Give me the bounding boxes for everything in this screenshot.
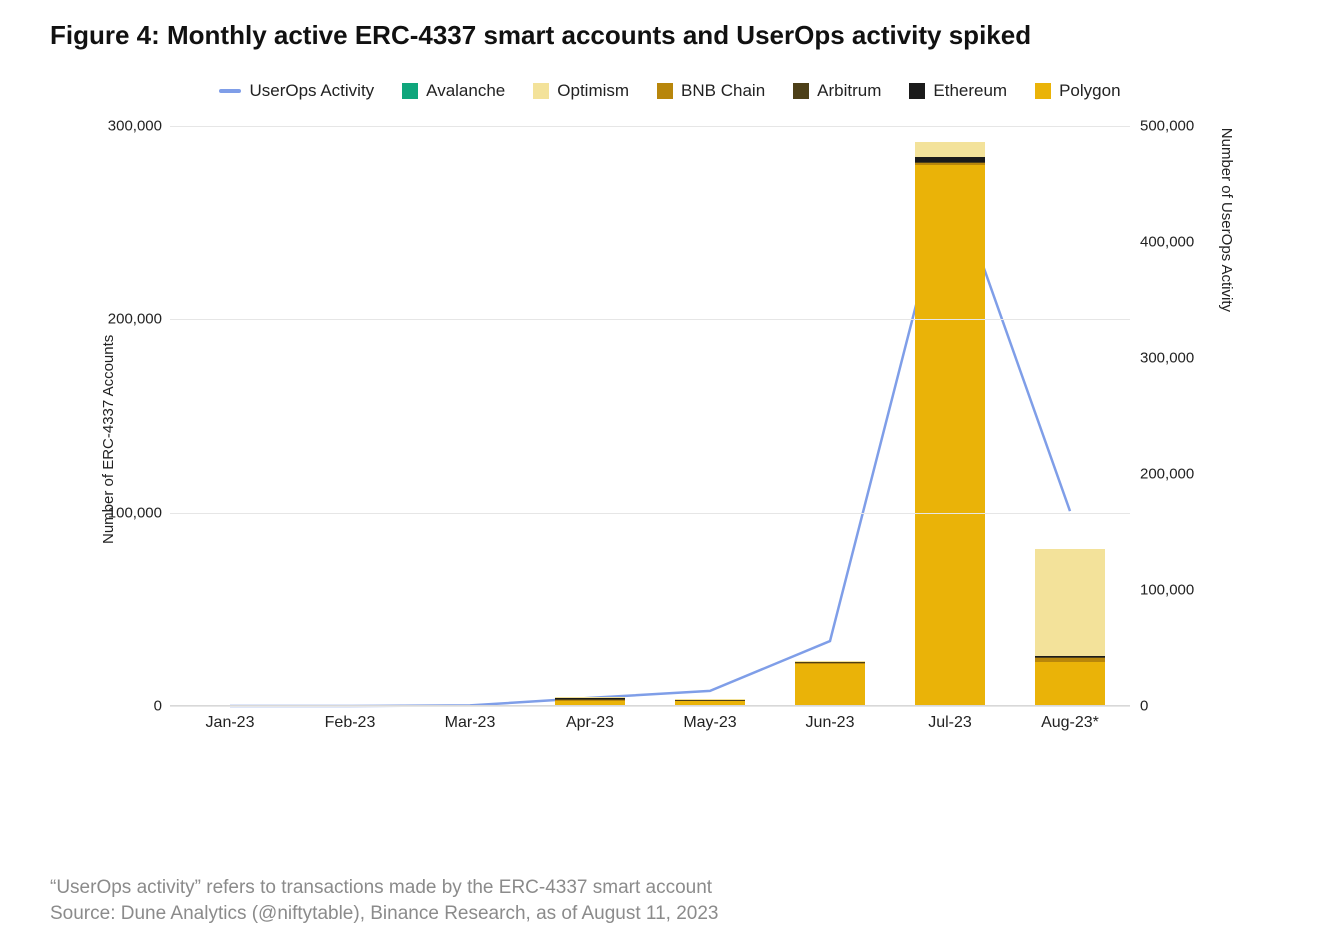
legend-label: Ethereum — [933, 81, 1007, 101]
y-tick-right: 100,000 — [1140, 582, 1220, 599]
page-root: Figure 4: Monthly active ERC-4337 smart … — [0, 0, 1320, 930]
legend-item-optimism: Optimism — [533, 81, 629, 101]
bar-segment-bnb — [915, 163, 985, 165]
footnote-line: “UserOps activity” refers to transaction… — [50, 875, 718, 902]
grid-line — [170, 706, 1130, 707]
bar-segment-arbitrum — [555, 699, 625, 700]
chart-legend: UserOps Activity Avalanche Optimism BNB Cha… — [110, 81, 1230, 101]
legend-label: Polygon — [1059, 81, 1120, 101]
chart-footnote: “UserOps activity” refers to transaction… — [50, 875, 718, 928]
legend-item-ethereum: Ethereum — [909, 81, 1007, 101]
y-axis-left-label: Number of ERC-4337 Accounts — [100, 334, 117, 543]
y-tick-right: 300,000 — [1140, 350, 1220, 367]
legend-item-avalanche: Avalanche — [402, 81, 505, 101]
legend-label: Avalanche — [426, 81, 505, 101]
bar-segment-arbitrum — [915, 162, 985, 163]
x-tick-label: Apr-23 — [566, 714, 614, 732]
legend-line-swatch — [219, 89, 241, 93]
legend-box-swatch — [1035, 83, 1051, 99]
bar-segment-arbitrum — [795, 662, 865, 663]
bar-segment-optimism — [675, 699, 745, 700]
x-tick-label: Feb-23 — [325, 714, 376, 732]
chart-title: Figure 4: Monthly active ERC-4337 smart … — [50, 20, 1270, 51]
footnote-line: Source: Dune Analytics (@niftytable), Bi… — [50, 901, 718, 928]
legend-box-swatch — [402, 83, 418, 99]
bar-segment-optimism — [1035, 549, 1105, 655]
legend-label: BNB Chain — [681, 81, 765, 101]
bar-segment-bnb — [555, 700, 625, 701]
x-tick-label: May-23 — [683, 714, 736, 732]
y-tick-right: 0 — [1140, 698, 1220, 715]
legend-item-arbitrum: Arbitrum — [793, 81, 881, 101]
y-tick-left: 200,000 — [92, 311, 162, 328]
plot-area: 0100,000200,000300,0000100,000200,000300… — [170, 126, 1130, 706]
legend-label: Arbitrum — [817, 81, 881, 101]
y-tick-right: 500,000 — [1140, 118, 1220, 135]
grid-line — [170, 513, 1130, 514]
y-tick-right: 200,000 — [1140, 466, 1220, 483]
bar-segment-bnb — [1035, 658, 1105, 662]
x-tick-label: Jun-23 — [806, 714, 855, 732]
plot-inner: 0100,000200,000300,0000100,000200,000300… — [170, 126, 1130, 706]
x-tick-label: Jan-23 — [206, 714, 255, 732]
bar-segment-optimism — [915, 142, 985, 157]
legend-box-swatch — [909, 83, 925, 99]
bars-layer — [170, 126, 1130, 706]
bar-segment-polygon — [1035, 662, 1105, 706]
legend-box-swatch — [657, 83, 673, 99]
grid-line — [170, 126, 1130, 127]
bar-segment-polygon — [915, 165, 985, 706]
y-tick-right: 400,000 — [1140, 234, 1220, 251]
legend-box-swatch — [533, 83, 549, 99]
legend-item-line: UserOps Activity — [219, 81, 374, 101]
bar-segment-optimism — [795, 661, 865, 662]
x-tick-label: Mar-23 — [445, 714, 496, 732]
grid-line — [170, 319, 1130, 320]
chart-container: UserOps Activity Avalanche Optimism BNB Cha… — [110, 81, 1230, 706]
x-tick-label: Jul-23 — [928, 714, 972, 732]
x-tick-label: Aug-23* — [1041, 714, 1099, 732]
bar-segment-ethereum — [555, 698, 625, 699]
bar-segment-ethereum — [1035, 656, 1105, 657]
legend-box-swatch — [793, 83, 809, 99]
bar-segment-arbitrum — [1035, 657, 1105, 658]
legend-label: Optimism — [557, 81, 629, 101]
bar-segment-polygon — [795, 663, 865, 706]
y-tick-left: 0 — [92, 698, 162, 715]
bar-segment-bnb — [795, 663, 865, 664]
legend-item-polygon: Polygon — [1035, 81, 1120, 101]
bar-segment-optimism — [555, 697, 625, 698]
bar-segment-ethereum — [915, 157, 985, 162]
legend-item-bnb: BNB Chain — [657, 81, 765, 101]
y-axis-right-label: Number of UserOps Activity — [1218, 127, 1235, 311]
y-tick-left: 300,000 — [92, 118, 162, 135]
legend-label: UserOps Activity — [249, 81, 374, 101]
